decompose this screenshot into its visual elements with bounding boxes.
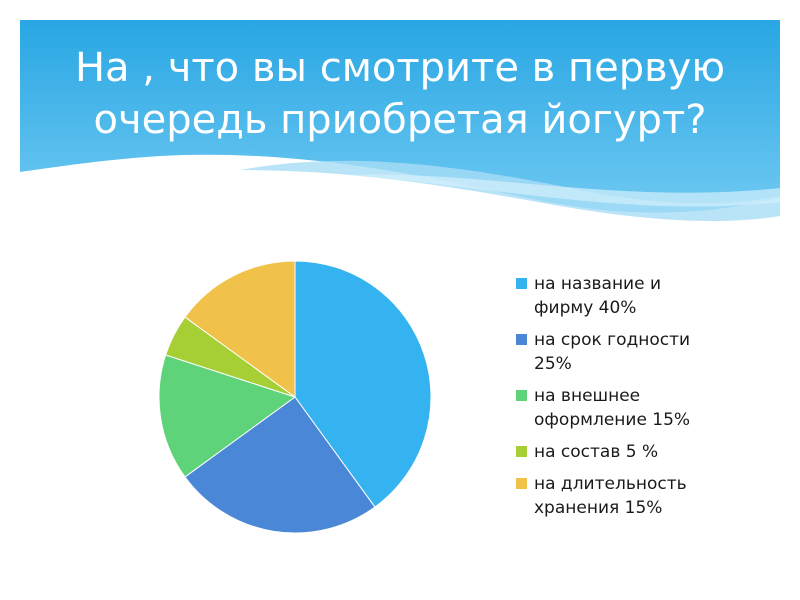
pie-chart [158,260,432,534]
pie-slice-3 [158,354,297,478]
legend-swatch [516,390,527,401]
legend-label: на состав 5 % [534,442,659,462]
legend-label: на внешнее оформление 15% [534,386,691,430]
legend-item-2: на срок годности 25% [516,328,786,376]
pie-slice-2 [184,396,376,534]
pie-slice-1 [294,260,432,508]
legend-swatch [516,478,527,489]
legend-label: на длительность хранения 15% [534,474,687,518]
legend-swatch [516,446,527,457]
legend-item-1: на название и фирму 40% [516,272,786,320]
legend-item-5: на длительность хранения 15% [516,472,786,520]
legend-swatch [516,278,527,289]
pie-slice-5 [184,260,296,398]
legend-label: на срок годности 25% [534,330,691,374]
chart-legend: на название и фирму 40% на срок годности … [516,272,786,528]
legend-item-4: на состав 5 % [516,440,786,464]
title-banner: На , что вы смотрите в первую очередь пр… [20,20,780,230]
legend-swatch [516,334,527,345]
wave-background [20,20,780,221]
slide-title: На , что вы смотрите в первую очередь пр… [74,45,726,143]
legend-label: на название и фирму 40% [534,274,662,318]
legend-item-3: на внешнее оформление 15% [516,384,786,432]
